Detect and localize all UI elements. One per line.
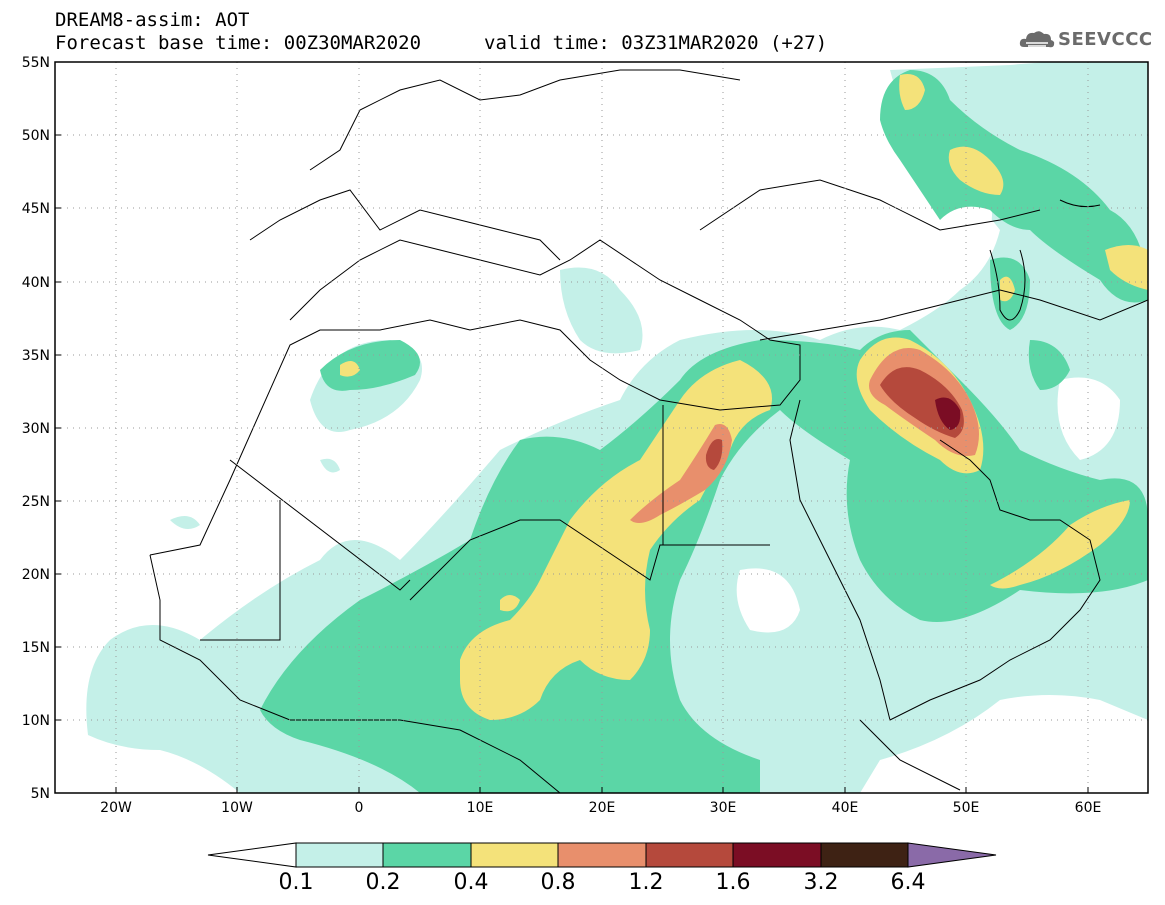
colorbar-segment: [557, 842, 647, 868]
lat-label: 55N: [22, 55, 50, 71]
lon-label: 60E: [1075, 800, 1102, 816]
lat-label: 10N: [22, 713, 50, 729]
colorbar-segment: [207, 842, 297, 868]
axis-ticks: [55, 61, 1089, 793]
lon-label: 20W: [100, 800, 132, 816]
lon-label: 0: [355, 800, 364, 816]
lat-label: 25N: [22, 494, 50, 510]
colorbar-segment: [907, 842, 997, 868]
colorbar-label: 0.2: [365, 870, 401, 895]
lat-label: 45N: [22, 201, 50, 217]
colorbar-label: 0.8: [540, 870, 576, 895]
gridlines: [55, 62, 1148, 793]
map-title: DREAM8-assim: AOT: [55, 9, 250, 31]
lon-label: 20E: [589, 800, 616, 816]
seevccc-logo: SEEVCCC: [1018, 27, 1158, 53]
colorbar: [207, 842, 997, 868]
lon-label: 30E: [710, 800, 737, 816]
aot-level-1-6: [935, 397, 961, 430]
colorbar-label: 3.2: [803, 870, 839, 895]
colorbar-segment: [295, 842, 384, 868]
lat-label: 5N: [31, 786, 50, 802]
lat-label: 40N: [22, 275, 50, 291]
lat-label: 15N: [22, 640, 50, 656]
logo-text: SEEVCCC: [1058, 29, 1153, 50]
longitude-labels: 20W 10W 0 10E 20E 30E 40E 50E 60E: [100, 800, 1101, 816]
colorbar-label: 1.2: [628, 870, 664, 895]
colorbar-label: 1.6: [715, 870, 751, 895]
lon-label: 40E: [832, 800, 859, 816]
lon-label: 50E: [953, 800, 980, 816]
colorbar-segment: [820, 842, 909, 868]
lon-label: 10W: [221, 800, 253, 816]
aot-field: [86, 62, 1148, 793]
colorbar-label: 6.4: [890, 870, 926, 895]
lat-label: 35N: [22, 348, 50, 364]
lon-label: 10E: [467, 800, 494, 816]
colorbar-segment: [470, 842, 559, 868]
colorbar-segment: [732, 842, 822, 868]
lat-label: 20N: [22, 567, 50, 583]
forecast-base-time: Forecast base time: 00Z30MAR2020: [55, 32, 422, 54]
colorbar-segment: [382, 842, 472, 868]
lat-label: 30N: [22, 421, 50, 437]
latitude-labels: 55N 50N 45N 40N 35N 30N 25N 20N 15N 10N …: [22, 55, 50, 802]
lat-label: 50N: [22, 128, 50, 144]
cloud-logo-icon: [1019, 31, 1055, 48]
colorbar-segment: [645, 842, 734, 868]
colorbar-label: 0.4: [453, 870, 489, 895]
colorbar-label: 0.1: [278, 870, 314, 895]
valid-time: valid time: 03Z31MAR2020 (+27): [484, 32, 828, 54]
